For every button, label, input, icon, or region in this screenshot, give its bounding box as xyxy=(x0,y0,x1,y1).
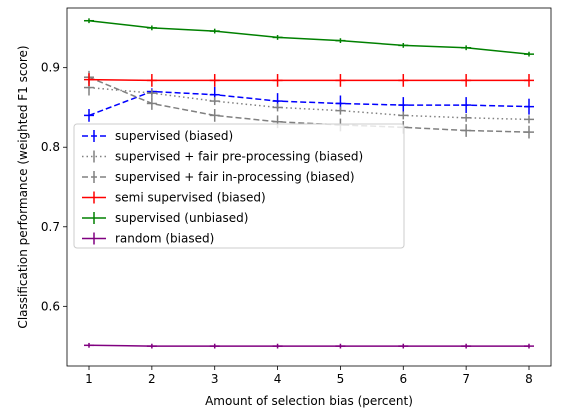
series-line-random-biased xyxy=(88,344,529,347)
x-axis-label: Amount of selection bias (percent) xyxy=(205,394,413,408)
legend-label-supervised-fair-pre-processing-biased: supervised + fair pre-processing (biased… xyxy=(115,150,363,164)
legend-label-supervised-biased: supervised (biased) xyxy=(115,129,233,143)
legend-label-random-biased: random (biased) xyxy=(115,232,214,246)
x-tick-label-4: 4 xyxy=(274,372,282,386)
series-line-supervised-fair-pre-processing-biased xyxy=(88,86,530,121)
x-tick-label-1: 1 xyxy=(85,372,93,386)
legend: supervised (biased) supervised + fair pre… xyxy=(73,123,405,249)
x-axis-ticks: 1 2 3 4 5 6 7 8 xyxy=(85,366,533,386)
y-tick-label-0.6: 0.6 xyxy=(41,299,60,313)
legend-label-supervised-unbiased: supervised (unbiased) xyxy=(115,211,248,225)
series-supervised-unbiased xyxy=(84,18,534,57)
series-semi-supervised-biased xyxy=(84,73,534,87)
x-tick-label-7: 7 xyxy=(462,372,470,386)
legend-box xyxy=(73,123,405,249)
series-line-supervised-fair-in-processing-biased xyxy=(88,76,530,133)
x-tick-label-3: 3 xyxy=(211,372,219,386)
legend-label-supervised-fair-in-processing-biased: supervised + fair in-processing (biased) xyxy=(115,170,355,184)
y-tick-label-0.7: 0.7 xyxy=(41,220,60,234)
y-axis-ticks: 0.6 0.7 0.8 0.9 xyxy=(41,61,67,313)
y-tick-label-0.9: 0.9 xyxy=(41,61,60,75)
x-tick-label-8: 8 xyxy=(525,372,533,386)
plot-frame xyxy=(66,7,552,367)
x-tick-label-6: 6 xyxy=(399,372,407,386)
x-tick-label-2: 2 xyxy=(148,372,156,386)
y-axis-label: Classification performance (weighted F1 … xyxy=(16,45,30,328)
x-tick-label-5: 5 xyxy=(337,372,345,386)
series-line-supervised-biased xyxy=(88,90,530,117)
legend-label-semi-supervised-biased: semi supervised (biased) xyxy=(115,191,266,205)
series-layer xyxy=(84,18,534,349)
series-line-semi-supervised-biased xyxy=(88,78,529,82)
series-line-supervised-unbiased xyxy=(88,19,530,55)
y-tick-label-0.8: 0.8 xyxy=(41,140,60,154)
series-random-biased xyxy=(84,342,534,349)
